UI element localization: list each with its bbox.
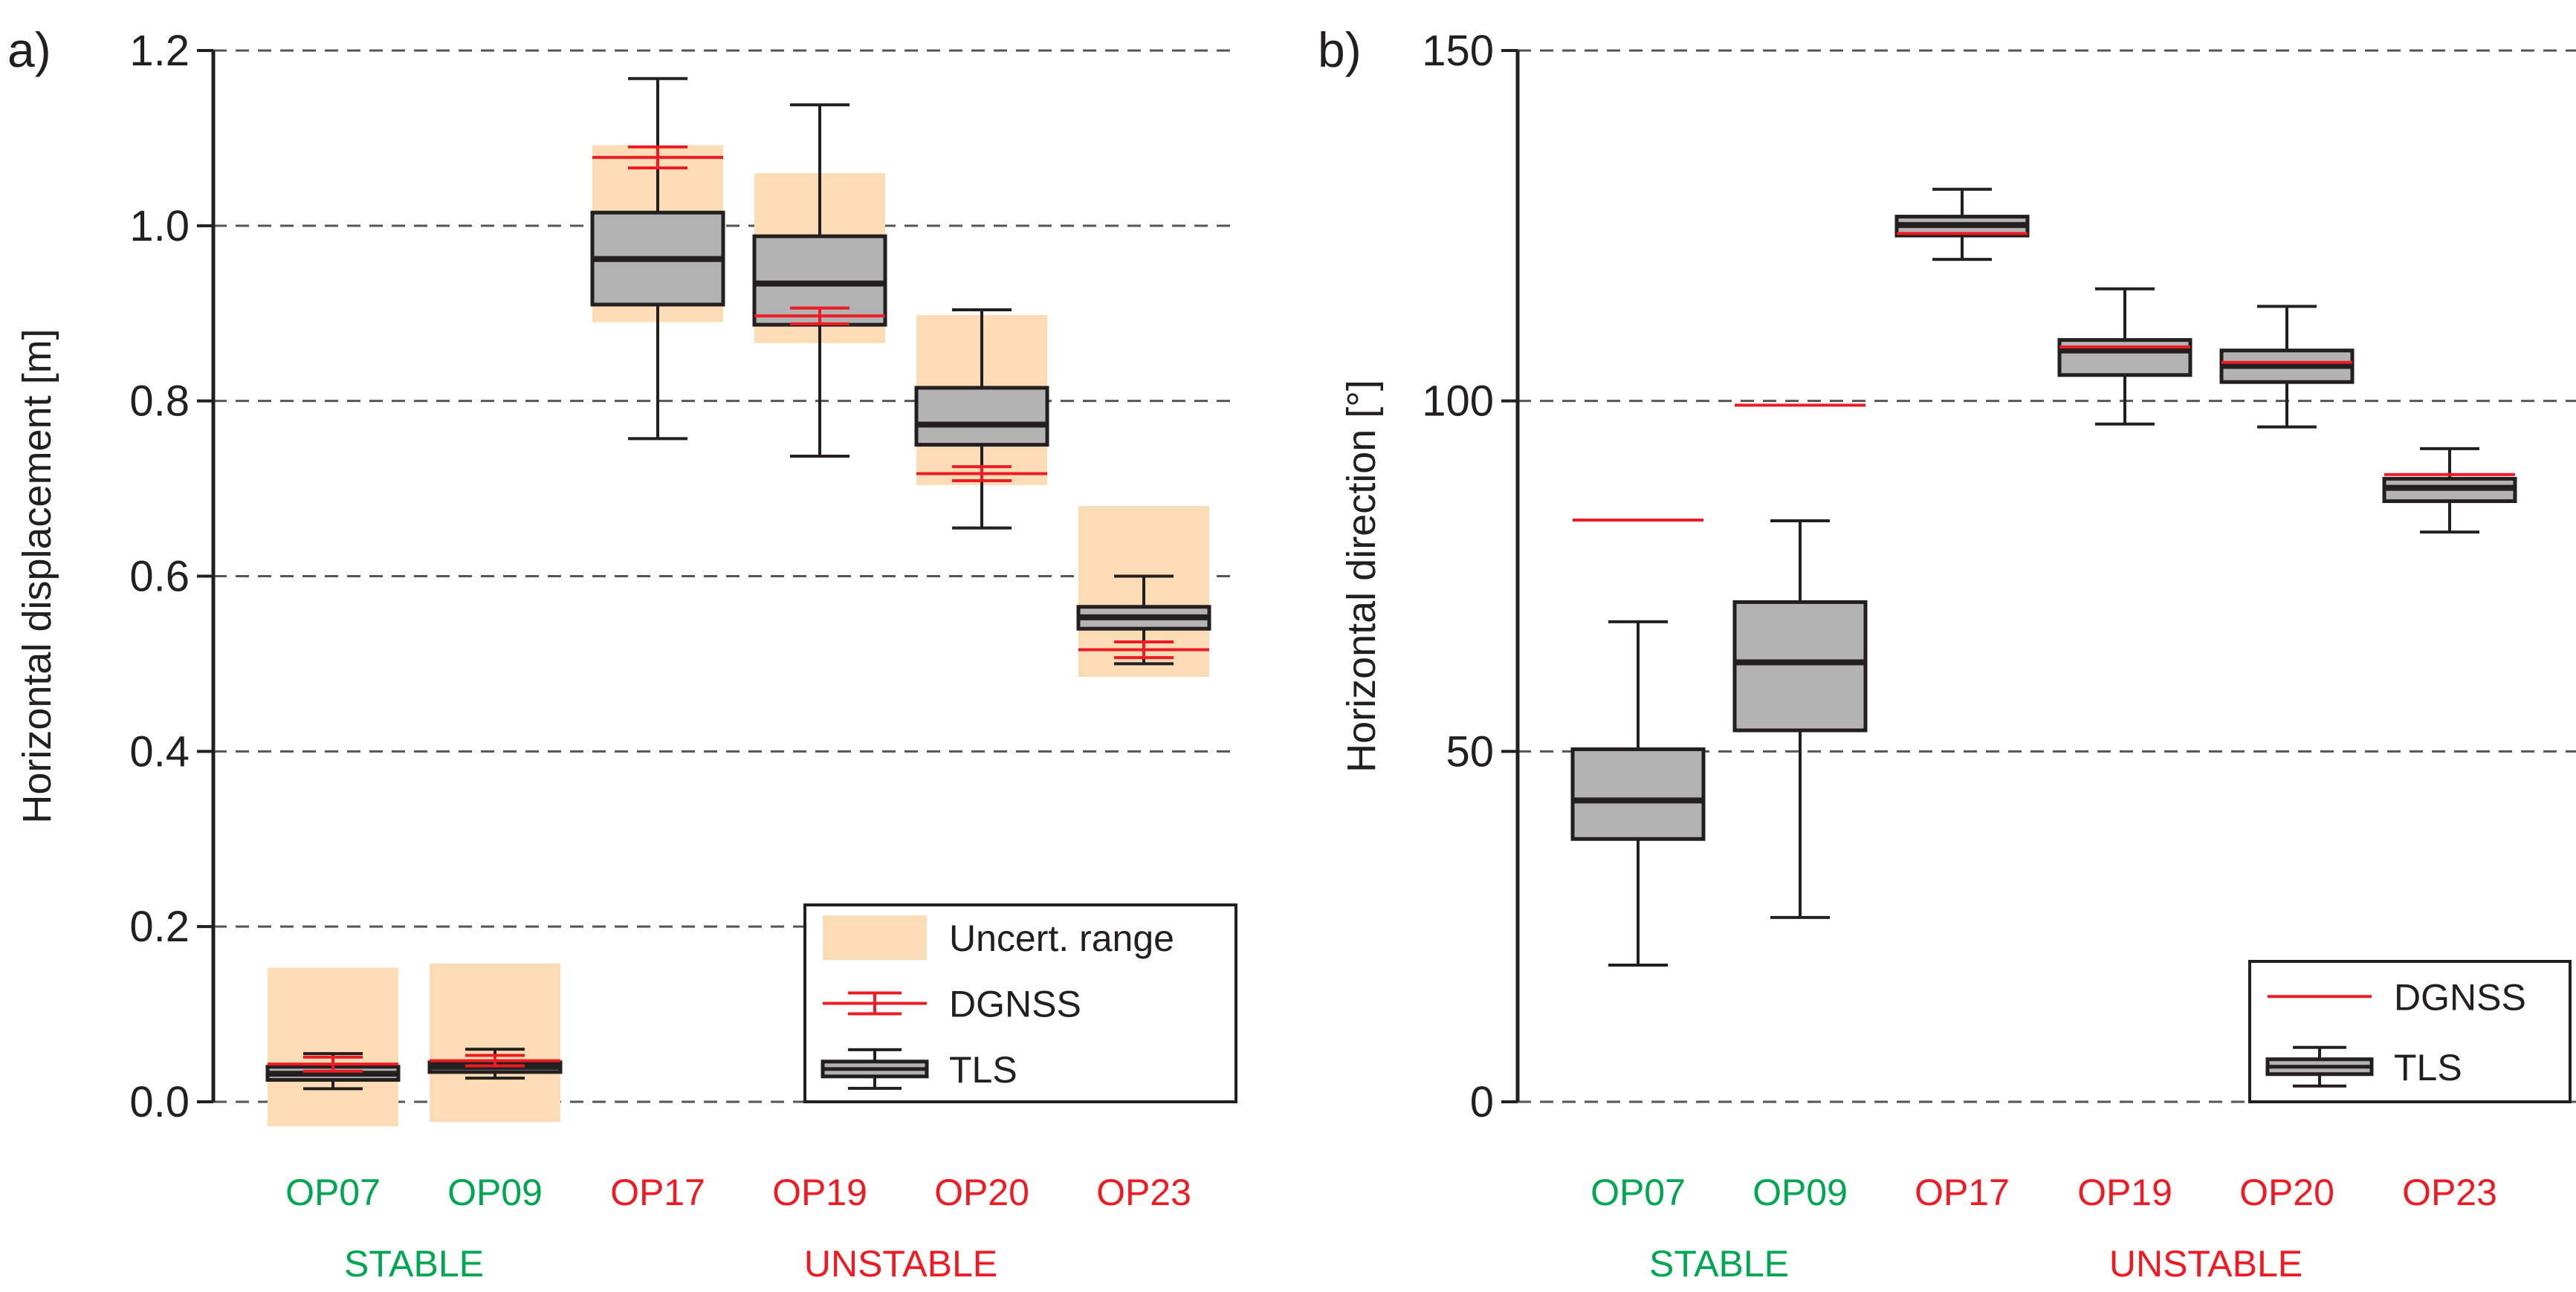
group-label: UNSTABLE [804, 1243, 997, 1285]
tls-box-OP17 [590, 77, 725, 441]
dgnss-OP19 [754, 306, 885, 325]
dgnss-OP07 [268, 1055, 398, 1073]
y-tick-label: 0.8 [129, 377, 190, 426]
group-label: STABLE [344, 1243, 484, 1285]
iqr-box [1732, 600, 1868, 733]
category-label: OP07 [1590, 1172, 1686, 1213]
legend-frame [2248, 960, 2572, 1103]
panel-a: 0.0 0.2 0.4 0.6 0.8 1.0 1.2 a) Horizontal displa… [7, 22, 1237, 1285]
tls-box-OP19 [752, 103, 887, 458]
y-tick-label: 0.2 [129, 903, 190, 951]
y-tick-label: 0.0 [129, 1078, 190, 1126]
legend: DGNSS TLS [2248, 960, 2572, 1103]
group-label: UNSTABLE [2109, 1243, 2302, 1285]
uncert-range-OP09 [430, 963, 560, 1123]
tls-box-OP09 [1732, 519, 1868, 919]
iqr-box [914, 386, 1049, 447]
legend-label: TLS [2394, 1047, 2462, 1088]
tls-box-OP23 [2382, 447, 2517, 534]
category-label: OP17 [610, 1172, 705, 1213]
iqr-box [1570, 747, 1706, 841]
y-tick-label: 150 [1422, 27, 1494, 75]
y-tick-label: 50 [1446, 727, 1494, 776]
dgnss-OP17 [592, 145, 723, 170]
tls-box-OP20 [914, 308, 1049, 530]
uncert-range-OP07 [268, 967, 398, 1127]
legend-label: DGNSS [2394, 976, 2526, 1018]
y-tick-label: 100 [1422, 377, 1494, 426]
panel-label: a) [7, 22, 51, 77]
y-tick-label: 1.0 [129, 202, 190, 250]
panel-label: b) [1318, 22, 1362, 77]
y-axis-label: Horizontal direction [°] [1339, 380, 1384, 773]
dgnss-OP20 [916, 465, 1047, 482]
category-label: OP19 [772, 1172, 867, 1213]
panel-b: 0 50 100 150 b) Horizontal direction [°] OP07 O… [1318, 22, 2576, 1285]
y-axis-label: Horizontal displacement [m] [15, 328, 59, 823]
tls-box-OP20 [2219, 305, 2355, 429]
category-label: OP23 [1096, 1172, 1191, 1213]
y-tick-label: 0 [1470, 1078, 1494, 1126]
category-label: OP20 [2239, 1172, 2334, 1213]
legend: Uncert. range DGNSS TLS [803, 903, 1237, 1103]
y-tick-label: 0.6 [129, 553, 190, 601]
dgnss-OP09 [430, 1054, 560, 1068]
legend-label: TLS [949, 1049, 1017, 1091]
group-label: STABLE [1649, 1243, 1789, 1285]
legend-label: Uncert. range [949, 918, 1174, 959]
category-label: OP09 [1753, 1172, 1848, 1213]
category-label: OP07 [285, 1172, 381, 1213]
tls-box-OP07 [1570, 620, 1706, 967]
legend-swatch-uncert [823, 915, 927, 961]
y-tick-label: 1.2 [129, 27, 190, 75]
legend-label: DGNSS [949, 984, 1081, 1025]
y-tick-label: 0.4 [129, 727, 190, 776]
tls-box-OP17 [1894, 187, 2030, 262]
category-label: OP20 [934, 1172, 1029, 1213]
tls-box-OP23 [1076, 574, 1211, 666]
iqr-box [2057, 338, 2192, 377]
category-label: OP23 [2402, 1172, 2497, 1213]
tls-box-OP19 [2057, 287, 2192, 426]
category-label: OP17 [1915, 1172, 2010, 1213]
category-label: OP09 [447, 1172, 543, 1213]
category-label: OP19 [2077, 1172, 2172, 1213]
dgnss-OP23 [1078, 640, 1209, 660]
